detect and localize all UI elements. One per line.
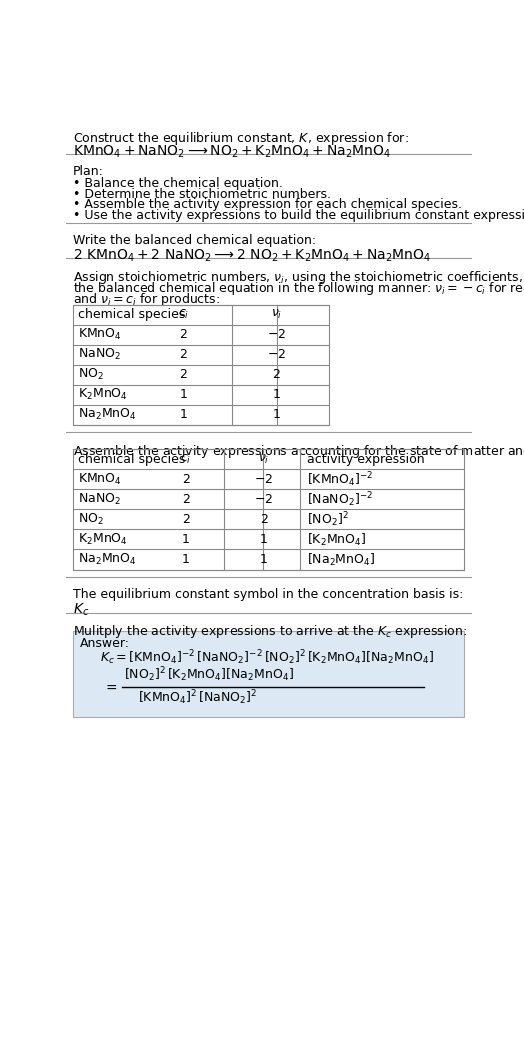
Text: chemical species: chemical species bbox=[78, 453, 185, 466]
Text: $\mathrm{K_2MnO_4}$: $\mathrm{K_2MnO_4}$ bbox=[78, 387, 128, 402]
Text: 1: 1 bbox=[179, 388, 187, 401]
Text: 2: 2 bbox=[179, 348, 187, 361]
Text: $\mathrm{NO_2}$: $\mathrm{NO_2}$ bbox=[78, 512, 104, 527]
Text: $-2$: $-2$ bbox=[267, 348, 286, 361]
Text: • Use the activity expressions to build the equilibrium constant expression.: • Use the activity expressions to build … bbox=[73, 209, 524, 222]
Text: $\nu_i$: $\nu_i$ bbox=[270, 308, 282, 321]
Text: 2: 2 bbox=[272, 368, 280, 382]
Text: $[\mathrm{NaNO_2}]^{-2}$: $[\mathrm{NaNO_2}]^{-2}$ bbox=[307, 491, 373, 509]
Text: $K_c$: $K_c$ bbox=[73, 601, 90, 618]
Text: 1: 1 bbox=[260, 553, 268, 566]
Text: 1: 1 bbox=[272, 388, 280, 401]
Text: $c_i$: $c_i$ bbox=[178, 308, 189, 321]
Text: 1: 1 bbox=[179, 409, 187, 421]
Text: the balanced chemical equation in the following manner: $\nu_i = -c_i$ for react: the balanced chemical equation in the fo… bbox=[73, 280, 524, 297]
Text: $\mathrm{KMnO_4}$: $\mathrm{KMnO_4}$ bbox=[78, 327, 122, 342]
Text: 1: 1 bbox=[182, 553, 190, 566]
Text: Assemble the activity expressions accounting for the state of matter and $\nu_i$: Assemble the activity expressions accoun… bbox=[73, 443, 524, 460]
Text: 1: 1 bbox=[182, 533, 190, 545]
Text: $\mathrm{KMnO_4 + NaNO_2 \longrightarrow NO_2 + K_2MnO_4 + Na_2MnO_4}$: $\mathrm{KMnO_4 + NaNO_2 \longrightarrow… bbox=[73, 144, 391, 160]
Text: Mulitply the activity expressions to arrive at the $K_c$ expression:: Mulitply the activity expressions to arr… bbox=[73, 623, 467, 641]
Text: $\mathrm{NaNO_2}$: $\mathrm{NaNO_2}$ bbox=[78, 347, 121, 362]
Text: activity expression: activity expression bbox=[307, 453, 424, 466]
Text: • Balance the chemical equation.: • Balance the chemical equation. bbox=[73, 176, 283, 190]
Text: $[\mathrm{KMnO_4}]^{2}\,[\mathrm{NaNO_2}]^{2}$: $[\mathrm{KMnO_4}]^{2}\,[\mathrm{NaNO_2}… bbox=[138, 689, 257, 707]
Text: $\mathrm{K_2MnO_4}$: $\mathrm{K_2MnO_4}$ bbox=[78, 532, 128, 548]
Text: Answer:: Answer: bbox=[80, 638, 129, 650]
Text: $[\mathrm{K_2MnO_4}]$: $[\mathrm{K_2MnO_4}]$ bbox=[307, 531, 366, 548]
Text: $-2$: $-2$ bbox=[267, 328, 286, 341]
Text: and $\nu_i = c_i$ for products:: and $\nu_i = c_i$ for products: bbox=[73, 290, 220, 308]
Text: • Determine the stoichiometric numbers.: • Determine the stoichiometric numbers. bbox=[73, 188, 331, 200]
Text: $[\mathrm{KMnO_4}]^{-2}$: $[\mathrm{KMnO_4}]^{-2}$ bbox=[307, 470, 373, 488]
Text: $-2$: $-2$ bbox=[254, 473, 274, 486]
Text: $[\mathrm{NO_2}]^{2}$: $[\mathrm{NO_2}]^{2}$ bbox=[307, 510, 348, 529]
Text: Construct the equilibrium constant, $K$, expression for:: Construct the equilibrium constant, $K$,… bbox=[73, 130, 409, 147]
Text: $\mathrm{Na_2MnO_4}$: $\mathrm{Na_2MnO_4}$ bbox=[78, 408, 137, 422]
Text: $\nu_i$: $\nu_i$ bbox=[258, 453, 269, 466]
Text: $K_c = [\mathrm{KMnO_4}]^{-2}\,[\mathrm{NaNO_2}]^{-2}\,[\mathrm{NO_2}]^{2}\,[\ma: $K_c = [\mathrm{KMnO_4}]^{-2}\,[\mathrm{… bbox=[101, 648, 434, 667]
Bar bbox=[73, 632, 464, 718]
Text: 2: 2 bbox=[182, 473, 190, 486]
Text: 2: 2 bbox=[182, 493, 190, 506]
Text: $=$: $=$ bbox=[103, 679, 117, 694]
Text: $[\mathrm{Na_2MnO_4}]$: $[\mathrm{Na_2MnO_4}]$ bbox=[307, 552, 375, 567]
Text: Write the balanced chemical equation:: Write the balanced chemical equation: bbox=[73, 233, 316, 247]
Text: $c_i$: $c_i$ bbox=[180, 453, 191, 466]
Text: $\mathrm{2\ KMnO_4 + 2\ NaNO_2 \longrightarrow 2\ NO_2 + K_2MnO_4 + Na_2MnO_4}$: $\mathrm{2\ KMnO_4 + 2\ NaNO_2 \longrigh… bbox=[73, 248, 431, 264]
Text: $-2$: $-2$ bbox=[254, 493, 274, 506]
Text: Plan:: Plan: bbox=[73, 165, 104, 178]
Text: The equilibrium constant symbol in the concentration basis is:: The equilibrium constant symbol in the c… bbox=[73, 588, 464, 601]
Text: 2: 2 bbox=[260, 513, 268, 526]
Text: 2: 2 bbox=[182, 513, 190, 526]
Text: 1: 1 bbox=[260, 533, 268, 545]
Text: chemical species: chemical species bbox=[78, 308, 185, 321]
Text: 2: 2 bbox=[179, 368, 187, 382]
Text: $\mathrm{KMnO_4}$: $\mathrm{KMnO_4}$ bbox=[78, 472, 122, 487]
Text: $\mathrm{NO_2}$: $\mathrm{NO_2}$ bbox=[78, 367, 104, 383]
Text: • Assemble the activity expression for each chemical species.: • Assemble the activity expression for e… bbox=[73, 198, 462, 212]
Text: 1: 1 bbox=[272, 409, 280, 421]
Bar bbox=[73, 305, 329, 425]
Text: $\mathrm{NaNO_2}$: $\mathrm{NaNO_2}$ bbox=[78, 492, 121, 507]
Text: Assign stoichiometric numbers, $\nu_i$, using the stoichiometric coefficients, $: Assign stoichiometric numbers, $\nu_i$, … bbox=[73, 270, 524, 286]
Bar bbox=[73, 449, 464, 569]
Text: $\mathrm{Na_2MnO_4}$: $\mathrm{Na_2MnO_4}$ bbox=[78, 552, 137, 567]
Text: $[\mathrm{NO_2}]^{2}\,[\mathrm{K_2MnO_4}][\mathrm{Na_2MnO_4}]$: $[\mathrm{NO_2}]^{2}\,[\mathrm{K_2MnO_4}… bbox=[124, 666, 293, 684]
Text: 2: 2 bbox=[179, 328, 187, 341]
